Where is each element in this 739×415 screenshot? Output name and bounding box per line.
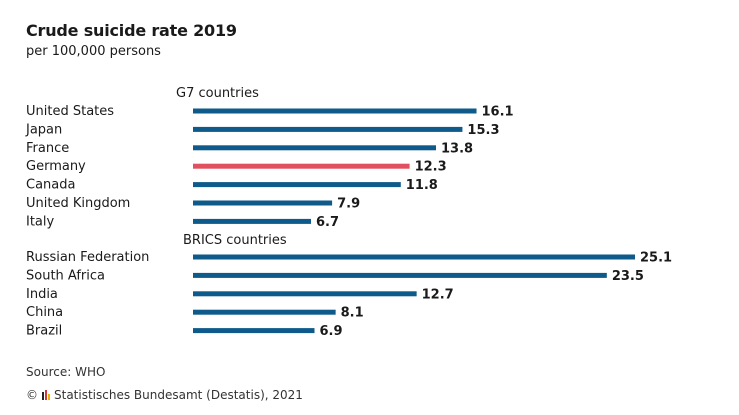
- bar-canada: [193, 182, 401, 188]
- value-label-russian-federation: 25.1: [640, 251, 672, 266]
- category-label-japan: Japan: [25, 122, 62, 137]
- category-label-germany: Germany: [26, 159, 86, 174]
- destatis-logo-icon: [42, 390, 50, 400]
- category-label-canada: Canada: [26, 178, 75, 193]
- value-label-south-africa: 23.5: [612, 269, 644, 284]
- value-label-japan: 15.3: [467, 123, 499, 138]
- category-label-india: India: [26, 287, 58, 302]
- category-label-russian-federation: Russian Federation: [26, 250, 149, 265]
- source-note: Source: WHO: [26, 365, 106, 379]
- category-label-south-africa: South Africa: [26, 268, 105, 283]
- value-label-brazil: 6.9: [320, 324, 343, 339]
- copyright-text: Statistisches Bundesamt (Destatis), 2021: [54, 388, 303, 402]
- bar-united-kingdom: [193, 200, 333, 206]
- chart-subtitle: per 100,000 persons: [26, 44, 161, 59]
- value-label-india: 12.7: [422, 287, 454, 302]
- category-label-italy: Italy: [26, 214, 55, 229]
- value-label-france: 13.8: [441, 141, 473, 156]
- bar-china: [193, 309, 336, 315]
- category-label-france: France: [26, 141, 69, 156]
- value-label-united-states: 16.1: [482, 105, 514, 120]
- bar-russian-federation: [193, 254, 635, 260]
- bar-chart: G7 countries United States 16.1 Japan 15.3 Fr…: [25, 86, 672, 339]
- category-label-china: China: [26, 305, 63, 320]
- copyright-symbol: ©: [26, 388, 38, 402]
- chart-title: Crude suicide rate 2019: [26, 21, 237, 40]
- copyright-line: © Statistisches Bundesamt (Destatis), 20…: [26, 388, 303, 402]
- bar-japan: [193, 126, 463, 132]
- bar-south-africa: [193, 272, 607, 278]
- bar-india: [193, 291, 417, 297]
- category-label-united-kingdom: United Kingdom: [26, 196, 130, 211]
- bar-germany: [193, 163, 410, 169]
- category-label-brazil: Brazil: [26, 324, 62, 339]
- category-label-united-states: United States: [26, 104, 114, 119]
- bar-italy: [193, 218, 311, 224]
- value-label-germany: 12.3: [415, 160, 447, 175]
- value-label-china: 8.1: [341, 306, 364, 321]
- bar-france: [193, 145, 437, 151]
- bar-united-states: [193, 108, 477, 114]
- group-heading: BRICS countries: [183, 233, 287, 248]
- value-label-canada: 11.8: [406, 178, 438, 193]
- group-heading: G7 countries: [176, 86, 259, 101]
- value-label-italy: 6.7: [316, 215, 339, 230]
- bar-brazil: [193, 328, 315, 334]
- value-label-united-kingdom: 7.9: [337, 197, 360, 212]
